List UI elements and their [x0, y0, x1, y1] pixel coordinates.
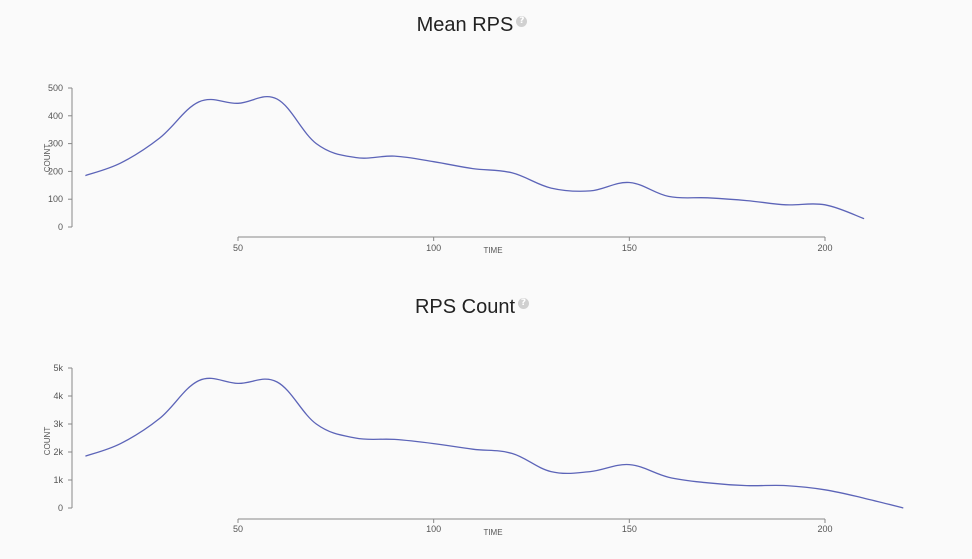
- rps-count-chart: RPS Count? 0 1k 2k 3k 4k 5k COUNT 50 100 150 200 TI…: [0, 282, 972, 559]
- y-tick-label: 4k: [53, 391, 63, 401]
- x-tick-label: 100: [426, 243, 441, 253]
- y-tick-label: 0: [58, 503, 63, 513]
- y-tick-label: 5k: [53, 363, 63, 373]
- chart-title: RPS Count: [414, 296, 516, 319]
- help-icon[interactable]: ?: [518, 298, 530, 309]
- x-tick-label: 200: [817, 243, 832, 253]
- x-tick-label: 50: [233, 243, 243, 253]
- y-tick-label: 2k: [53, 447, 63, 457]
- mean-rps-chart: Mean RPS? 0 100 200 300 400 500 COUNT 50 100 150 2…: [0, 14, 944, 255]
- y-axis-title: COUNT: [43, 144, 52, 173]
- mean-rps-plot: 0 100 200 300 400 500 COUNT 50 100 150 200 TIME: [43, 83, 865, 255]
- y-tick-label: 400: [48, 111, 63, 121]
- y-axis-title: COUNT: [43, 427, 52, 456]
- x-tick-label: 50: [233, 524, 243, 534]
- series-line: [85, 96, 865, 220]
- y-tick-label: 300: [48, 139, 63, 149]
- y-tick-label: 0: [58, 222, 63, 232]
- x-tick-label: 150: [622, 524, 637, 534]
- help-icon[interactable]: ?: [516, 16, 528, 27]
- y-tick-label: 1k: [53, 475, 63, 485]
- x-tick-label: 150: [622, 243, 637, 253]
- x-tick-label: 200: [817, 524, 832, 534]
- series-line: [85, 377, 904, 509]
- y-tick-label: 100: [48, 194, 63, 204]
- chart-title-row: Mean RPS?: [0, 14, 944, 37]
- rps-count-plot: 0 1k 2k 3k 4k 5k COUNT 50 100 150 200 TIME: [43, 363, 904, 537]
- y-tick-label: 3k: [53, 419, 63, 429]
- y-tick-label: 200: [48, 166, 63, 176]
- chart-title: Mean RPS: [416, 14, 514, 37]
- y-tick-label: 500: [48, 83, 63, 93]
- x-axis-title: TIME: [483, 528, 502, 537]
- chart-title-row: RPS Count?: [0, 296, 944, 319]
- x-tick-label: 100: [426, 524, 441, 534]
- x-axis-title: TIME: [483, 246, 502, 255]
